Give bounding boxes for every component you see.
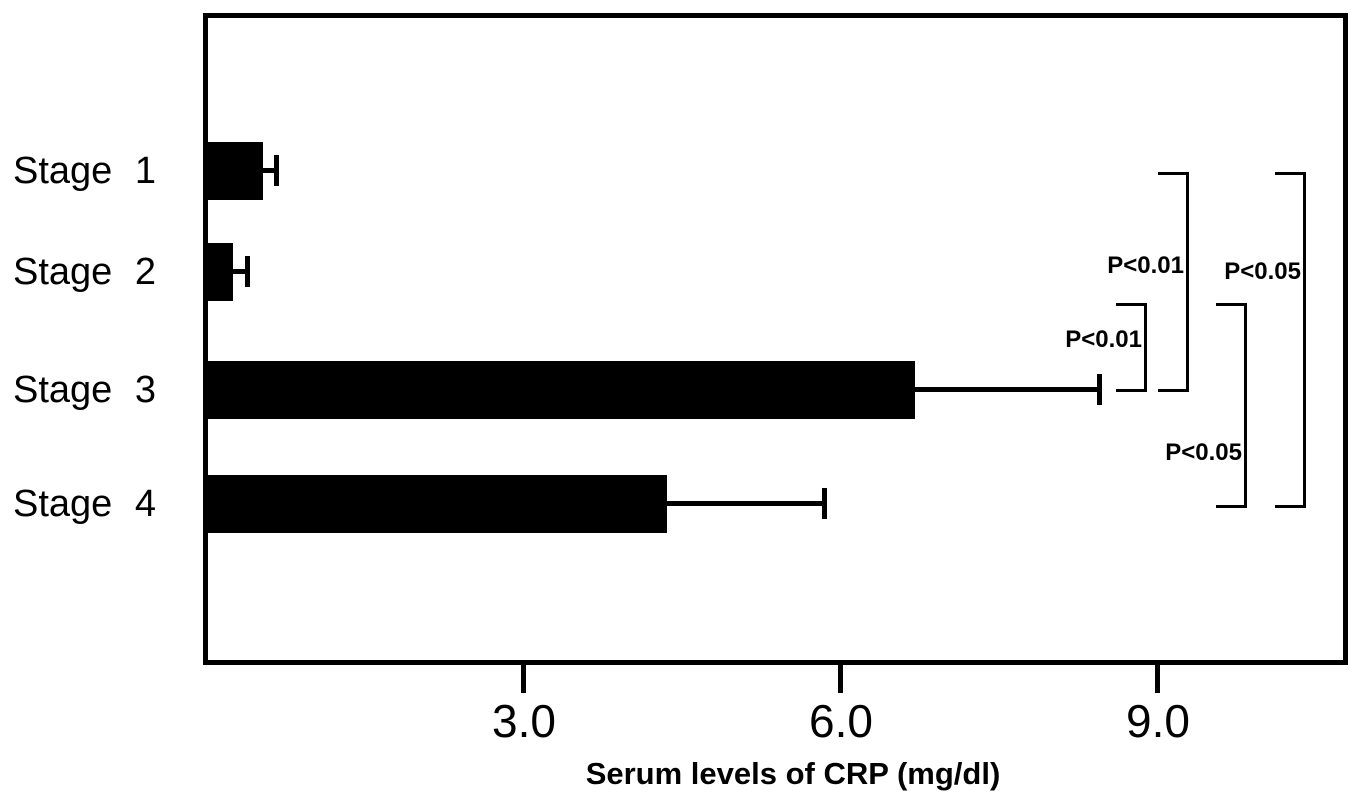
category-label-stage-4: Stage 4: [13, 483, 156, 525]
error-bar-cap-stage-3: [1097, 374, 1102, 405]
bracket-bottom-arm-2: [1275, 505, 1306, 508]
error-bar-stage-4: [667, 501, 825, 506]
bracket-spine-1: [1186, 172, 1189, 392]
bracket-top-arm-3: [1116, 303, 1147, 306]
error-bar-cap-stage-1: [274, 155, 279, 186]
x-tick-label-9.0: 9.0: [1126, 695, 1190, 747]
x-tick-mark-9.0: [1155, 665, 1160, 693]
bracket-bottom-arm-4: [1216, 505, 1247, 508]
bracket-top-arm-4: [1216, 303, 1247, 306]
bracket-spine-2: [1303, 172, 1306, 508]
category-label-stage-3: Stage 3: [13, 369, 156, 411]
x-tick-mark-6.0: [838, 665, 843, 693]
error-bar-stage-3: [915, 387, 1100, 392]
error-bar-stage-1: [263, 168, 277, 173]
error-bar-cap-stage-4: [822, 488, 827, 519]
bracket-spine-3: [1144, 303, 1147, 392]
bracket-bottom-arm-1: [1158, 389, 1189, 392]
plot-area: [203, 13, 1348, 665]
x-axis-title: Serum levels of CRP (mg/dl): [585, 756, 1001, 791]
bar-stage-1: [207, 142, 263, 200]
bar-stage-4: [207, 475, 667, 533]
x-tick-label-6.0: 6.0: [809, 695, 873, 747]
error-bar-stage-2: [233, 269, 248, 274]
x-tick-label-3.0: 3.0: [492, 695, 556, 747]
p-value-label-4: P<0.05: [1165, 439, 1242, 466]
bar-stage-2: [207, 243, 233, 301]
category-label-stage-1: Stage 1: [13, 150, 156, 192]
x-tick-mark-3.0: [521, 665, 526, 693]
bar-stage-3: [207, 361, 915, 419]
p-value-label-2: P<0.05: [1224, 258, 1301, 285]
p-value-label-1: P<0.01: [1107, 252, 1184, 279]
category-label-stage-2: Stage 2: [13, 251, 156, 293]
bracket-bottom-arm-3: [1116, 389, 1147, 392]
bracket-top-arm-2: [1275, 172, 1306, 175]
error-bar-cap-stage-2: [245, 256, 250, 287]
bracket-top-arm-1: [1158, 172, 1189, 175]
bracket-spine-4: [1244, 303, 1247, 508]
p-value-label-3: P<0.01: [1065, 326, 1142, 353]
